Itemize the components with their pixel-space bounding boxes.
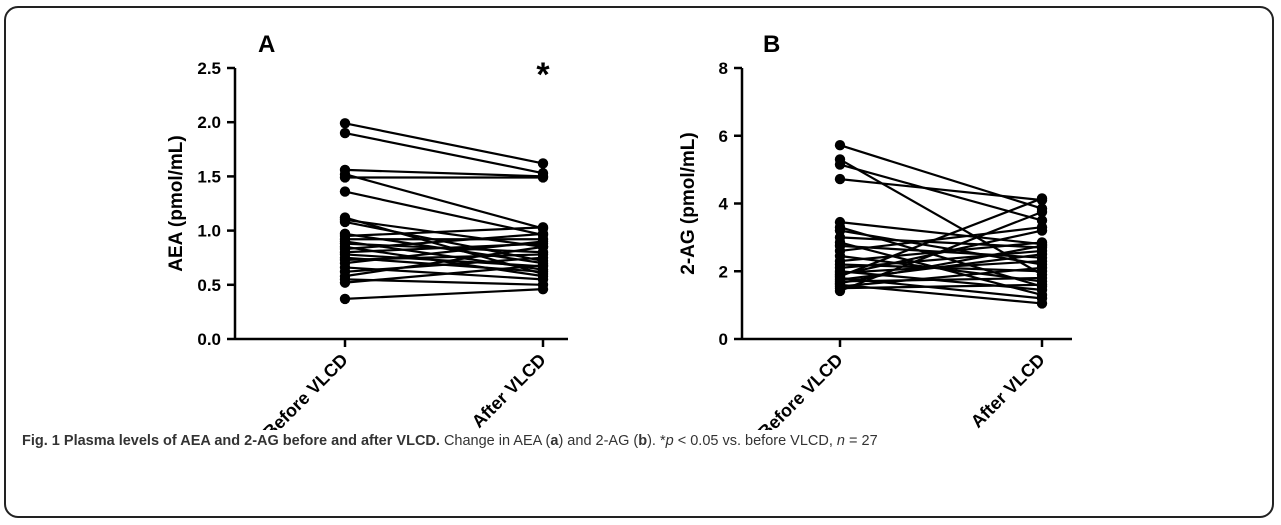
y-tick-label: 8 bbox=[719, 59, 728, 78]
subject-line bbox=[839, 283, 1043, 290]
subject-line bbox=[344, 264, 544, 284]
caption-text-1: Change in AEA ( bbox=[443, 433, 551, 449]
data-point-after bbox=[537, 172, 549, 183]
x-category-label: After VLCD bbox=[967, 350, 1049, 430]
data-point-after bbox=[537, 283, 549, 295]
caption-text-2: ) and 2-AG ( bbox=[558, 433, 639, 449]
data-point-after bbox=[537, 241, 549, 253]
subject-line bbox=[344, 256, 544, 273]
data-point-after bbox=[537, 158, 549, 169]
data-point-after bbox=[1036, 249, 1048, 260]
subject-line bbox=[839, 144, 1043, 210]
subject-line bbox=[839, 226, 1043, 253]
data-point-after bbox=[1036, 262, 1048, 274]
y-tick-label: 0 bbox=[719, 330, 728, 349]
x-category-label: Before VLCD bbox=[259, 350, 352, 430]
subject-line bbox=[839, 210, 1043, 292]
significance-star: * bbox=[536, 56, 550, 94]
subject-line bbox=[344, 245, 544, 278]
caption-letter-a: a bbox=[550, 433, 559, 449]
figure-caption: Fig. 1 Plasma levels of AEA and 2-AG bef… bbox=[22, 433, 878, 449]
data-point-after bbox=[537, 252, 549, 263]
subject-line bbox=[344, 122, 544, 165]
y-tick-label: 1.0 bbox=[197, 222, 221, 241]
data-point-before bbox=[339, 293, 351, 305]
data-point-before bbox=[339, 118, 351, 129]
caption-p-symbol: p bbox=[665, 433, 674, 449]
subject-line bbox=[839, 221, 1043, 246]
x-category-label: Before VLCD bbox=[754, 350, 847, 430]
subject-line bbox=[839, 163, 1043, 222]
y-tick-label: 0.5 bbox=[197, 276, 221, 295]
data-point-before bbox=[339, 216, 351, 228]
panel-letter: B bbox=[763, 31, 780, 58]
x-category-label: After VLCD bbox=[468, 350, 550, 430]
data-point-after bbox=[537, 228, 549, 240]
y-tick-label: 4 bbox=[719, 195, 729, 214]
chart-panel-b: B 0 2 4 6 8 2-AG (pmol/mL) Before VLCD After VLC… bbox=[678, 31, 1072, 430]
subject-line bbox=[344, 240, 544, 265]
y-tick-label: 6 bbox=[719, 127, 728, 146]
y-axis-label: AEA (pmol/mL) bbox=[166, 135, 187, 272]
subject-line bbox=[839, 229, 1043, 276]
chart-panel-a: A 0.0 0.5 1.0 1.5 2.0 2.5 AEA (pmol/mL) Before V… bbox=[166, 31, 568, 430]
subject-line bbox=[839, 266, 1043, 288]
data-point-before bbox=[339, 277, 351, 288]
figure-frame bbox=[4, 6, 1274, 518]
subject-line bbox=[344, 226, 544, 238]
data-point-before bbox=[834, 159, 846, 170]
y-axis-label: 2-AG (pmol/mL) bbox=[678, 132, 699, 275]
caption-letter-b: b bbox=[638, 433, 648, 449]
subject-line bbox=[344, 232, 544, 251]
data-point-after bbox=[1036, 240, 1048, 252]
figure-canvas: A 0.0 0.5 1.0 1.5 2.0 2.5 AEA (pmol/mL) Before V… bbox=[166, 31, 1072, 430]
caption-title: Fig. 1 Plasma levels of AEA and 2-AG bef… bbox=[22, 433, 440, 449]
data-point-after bbox=[1036, 206, 1048, 218]
data-point-before bbox=[834, 173, 846, 185]
y-tick-label: 0.0 bbox=[197, 330, 221, 349]
y-tick-label: 2 bbox=[719, 262, 728, 281]
data-point-before bbox=[339, 186, 351, 197]
subject-line bbox=[344, 173, 544, 230]
subject-line bbox=[344, 131, 544, 175]
data-point-after bbox=[537, 260, 549, 271]
data-point-before bbox=[834, 285, 846, 297]
data-point-before bbox=[339, 169, 351, 180]
subject-line bbox=[839, 197, 1043, 278]
data-point-after bbox=[1036, 298, 1048, 309]
subject-line bbox=[839, 276, 1043, 283]
y-tick-label: 2.0 bbox=[197, 113, 221, 132]
data-point-before bbox=[834, 140, 846, 151]
data-point-after bbox=[1036, 279, 1048, 290]
panel-letter: A bbox=[258, 31, 275, 58]
data-point-before bbox=[339, 127, 351, 139]
subject-line bbox=[344, 288, 544, 300]
y-tick-label: 1.5 bbox=[197, 167, 221, 186]
subject-line bbox=[344, 218, 544, 248]
subject-line bbox=[344, 168, 544, 178]
caption-text-3: ). * bbox=[647, 433, 666, 449]
data-point-after bbox=[1036, 193, 1048, 204]
caption-n-symbol: n bbox=[836, 433, 845, 449]
subject-line bbox=[839, 249, 1043, 269]
y-tick-label: 2.5 bbox=[197, 59, 221, 78]
subject-line bbox=[839, 253, 1043, 281]
data-point-after bbox=[1036, 225, 1048, 236]
caption-text-4: < 0.05 vs. before VLCD, bbox=[673, 433, 837, 449]
subject-line bbox=[839, 178, 1043, 202]
caption-text-5: = 27 bbox=[845, 433, 878, 449]
